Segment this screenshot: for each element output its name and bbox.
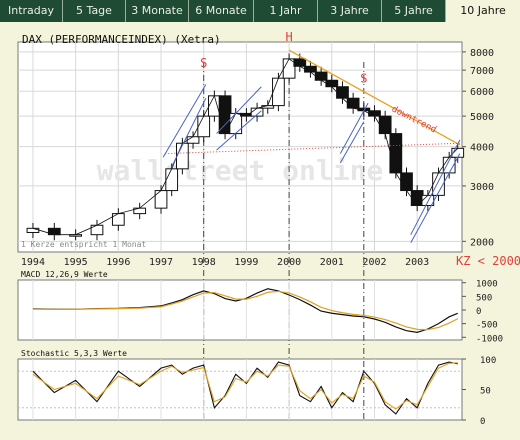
- candle-body: [293, 58, 307, 67]
- pattern-label-s: S: [200, 56, 207, 70]
- y-tick-label: 4000: [470, 143, 494, 154]
- tab-3-jahre[interactable]: 3 Jahre: [318, 0, 382, 22]
- tab-6-monate[interactable]: 6 Monate: [189, 0, 254, 22]
- candle-body: [314, 71, 328, 81]
- candle-body: [389, 133, 403, 174]
- y-tick-label: 6000: [470, 87, 494, 98]
- candle-body: [186, 136, 200, 144]
- stoch-k-line: [32, 361, 458, 415]
- x-tick-label: 2001: [320, 257, 344, 268]
- stoch-y-tick-label: 100: [480, 356, 496, 366]
- watermark-text: wallstreet online: [97, 154, 384, 187]
- tab-intraday[interactable]: Intraday: [0, 0, 63, 22]
- downtrend-line: [288, 49, 461, 146]
- candle-body: [400, 172, 413, 192]
- x-tick-label: 1994: [21, 257, 45, 268]
- channel-upper-line: [410, 139, 461, 235]
- x-tick-label: 2003: [405, 257, 429, 268]
- macd-title: MACD 12,26,9 Werte: [21, 270, 108, 279]
- timeframe-tabs: Intraday 5 Tage 3 Monate 6 Monate 1 Jahr…: [0, 0, 520, 22]
- candle-body: [410, 190, 424, 206]
- x-tick-label: 1997: [149, 257, 173, 268]
- y-tick-label: 2000: [470, 237, 494, 248]
- x-tick-label: 2002: [362, 257, 386, 268]
- source-note: 1 Kerze entspricht 1 Monat: [21, 240, 146, 249]
- candle-body: [229, 112, 243, 135]
- candle-body: [378, 115, 392, 135]
- channel-upper-line: [162, 84, 207, 158]
- stochastic-title: Stochastic 5,3,3 Werte: [21, 349, 127, 358]
- pattern-label-s: S: [360, 71, 367, 85]
- macd-y-tick-label: 500: [476, 293, 492, 303]
- candle-body: [111, 213, 125, 226]
- x-tick-label: 1996: [106, 257, 130, 268]
- candle-body: [325, 79, 339, 88]
- candle-body: [336, 86, 349, 99]
- tab-1-jahr[interactable]: 1 Jahr: [254, 0, 318, 22]
- macd-y-tick-label: 0: [476, 307, 481, 317]
- stoch-y-tick-label: 50: [480, 387, 491, 397]
- stoch-d-line: [32, 362, 458, 410]
- channel-lower-line: [410, 153, 461, 243]
- y-tick-label: 7000: [470, 66, 494, 77]
- macd-panel: [17, 279, 463, 341]
- macd-y-tick-label: 1000: [476, 280, 498, 290]
- y-tick-label: 3000: [470, 182, 494, 193]
- channel-upper-line: [216, 86, 262, 134]
- channel-lower-line: [339, 121, 365, 164]
- kz-label: KZ < 2000: [456, 254, 520, 268]
- candle-body: [272, 77, 285, 107]
- tab-5-tage[interactable]: 5 Tage: [63, 0, 126, 22]
- candle-body: [175, 142, 189, 170]
- support-line: [165, 142, 460, 155]
- tab-10-jahre[interactable]: 10 Jahre: [446, 0, 520, 22]
- chart-area: 1994 1995 1996 1997 1998 1999 2000 2001 2002 2003…: [17, 30, 520, 427]
- macd-y-tick-label: -1000: [476, 334, 503, 344]
- pattern-label-h: H: [285, 30, 292, 44]
- candle-body: [346, 97, 360, 109]
- candle-body: [304, 65, 317, 73]
- y-tick-label: 5000: [470, 112, 494, 123]
- candle-body: [26, 227, 40, 233]
- stoch-panel: [17, 358, 463, 421]
- candle-body: [165, 168, 179, 192]
- candle-body: [208, 95, 221, 117]
- x-tick-label: 1995: [64, 257, 88, 268]
- tab-5-jahre[interactable]: 5 Jahre: [382, 0, 446, 22]
- macd-y-tick-label: -500: [476, 321, 498, 331]
- y-tick-label: 8000: [470, 48, 494, 59]
- channel-lower-line: [171, 97, 207, 168]
- candle-body: [218, 95, 232, 135]
- stoch-y-tick-label: 0: [480, 417, 485, 427]
- price-line: [32, 58, 459, 236]
- chart-title: DAX (PERFORMANCEINDEX) (Xetra): [22, 33, 221, 46]
- channel-lower-line: [216, 110, 262, 151]
- channel-upper-line: [339, 102, 369, 154]
- candle-body: [154, 190, 168, 209]
- candle-body: [368, 110, 381, 117]
- tab-3-monate[interactable]: 3 Monate: [126, 0, 189, 22]
- macd-signal-line: [32, 290, 459, 331]
- candle-body: [197, 115, 211, 138]
- x-tick-label: 1999: [234, 257, 258, 268]
